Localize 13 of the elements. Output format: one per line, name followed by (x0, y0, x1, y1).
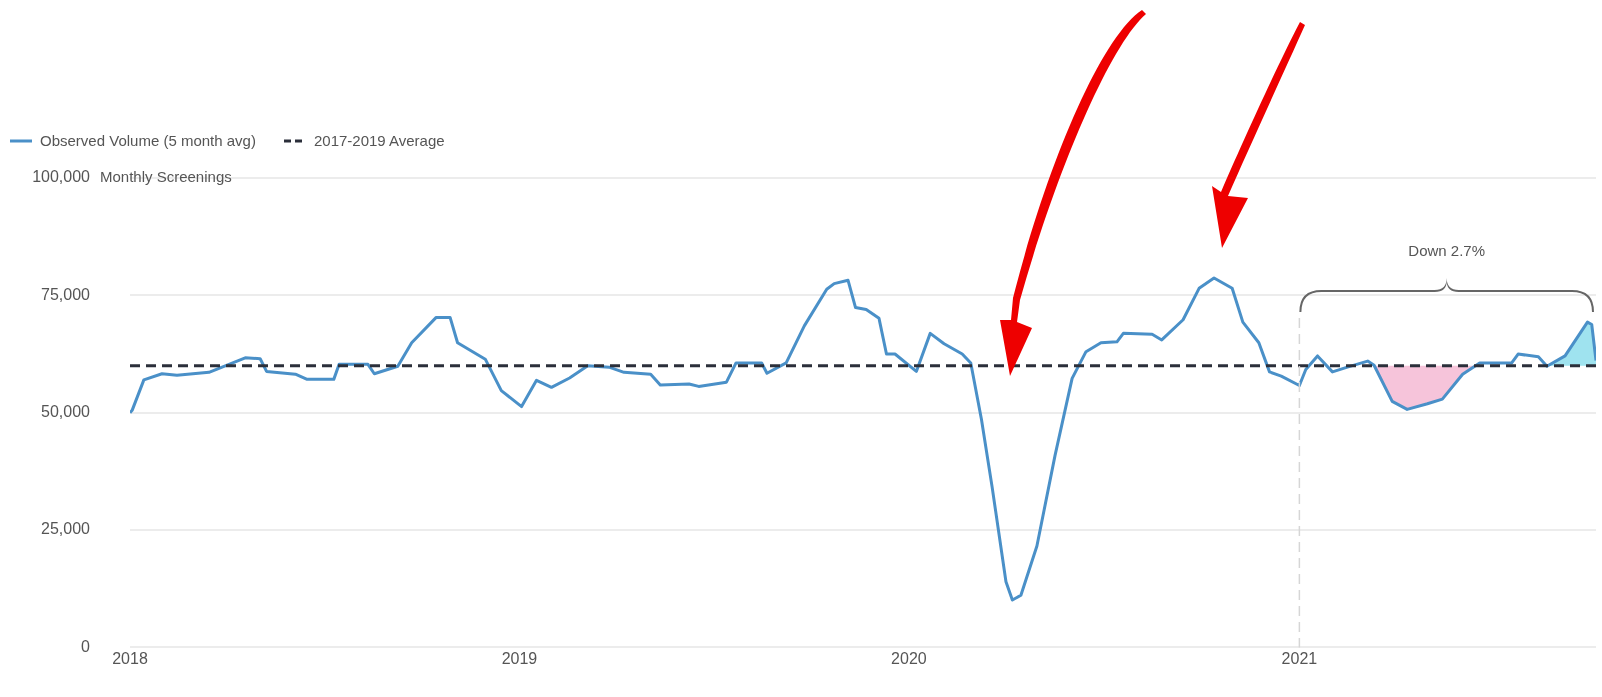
y-tick-label: 100,000 (32, 168, 91, 186)
y-axis-title: Monthly Screenings (100, 168, 232, 186)
legend-label: 2017-2019 Average (313, 132, 445, 149)
y-tick-label: 50,000 (41, 403, 91, 421)
y-tick-label: 25,000 (41, 520, 91, 538)
y-tick-label: 75,000 (41, 285, 91, 303)
x-tick-label: 2020 (891, 650, 927, 668)
x-tick-label: 2019 (501, 650, 538, 668)
x-tick-label: 2018 (112, 650, 148, 668)
y-tick-label: 0 (81, 637, 91, 655)
x-tick-label: 2021 (1281, 650, 1318, 668)
annotation: Down 2.7% (1408, 242, 1486, 259)
legend-label: Observed Volume (5 month avg) (40, 132, 256, 149)
